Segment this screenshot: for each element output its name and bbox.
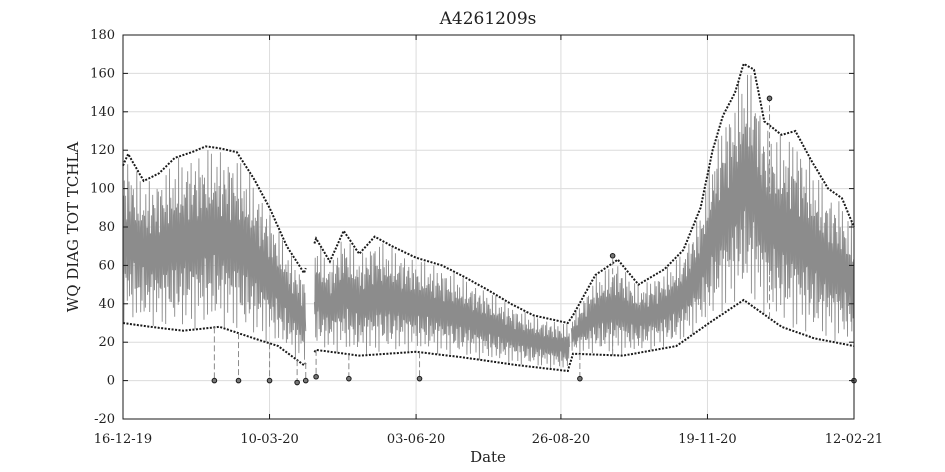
data-point	[609, 253, 616, 259]
data-point	[346, 375, 352, 382]
y-tick-label: 60	[98, 258, 115, 273]
y-tick-label: 180	[90, 28, 115, 43]
y-tick-label: -20	[94, 412, 115, 427]
chart-title: A4261209s	[439, 9, 537, 29]
y-tick-label: 20	[98, 335, 115, 350]
y-tick-label: 100	[90, 182, 115, 197]
x-tick-label: 16-12-19	[94, 432, 152, 447]
data-point	[235, 377, 242, 384]
data-point	[766, 95, 773, 102]
y-tick-label: 140	[90, 105, 115, 120]
y-tick-label: 160	[90, 66, 115, 81]
y-axis-label: WQ DIAG TOT TCHLA	[64, 142, 82, 313]
data-point	[302, 377, 309, 384]
y-tick-label: 0	[107, 374, 115, 389]
x-tick-label: 19-11-20	[678, 432, 736, 447]
data-point	[313, 373, 319, 380]
series-upper-markers	[122, 62, 855, 325]
x-ticks: 16-12-19 10-03-20 03-06-20 26-08-20 19-11-20…	[94, 35, 883, 447]
x-axis-label: Date	[470, 448, 506, 466]
data-point	[416, 375, 423, 382]
x-tick-label: 10-03-20	[240, 432, 298, 447]
data-point	[211, 377, 218, 384]
data-point	[577, 375, 583, 382]
data-point	[266, 377, 273, 384]
x-tick-label: 03-06-20	[387, 432, 445, 447]
series-line	[122, 62, 857, 386]
x-tick-label: 26-08-20	[532, 432, 590, 447]
y-tick-label: 40	[98, 297, 115, 312]
y-tick-label: 120	[90, 143, 115, 158]
series-trace	[122, 74, 855, 370]
x-tick-label: 12-02-21	[825, 432, 883, 447]
data-point	[294, 379, 300, 386]
y-ticks: -20 0 20 40 60 80 100 120 140 160 180	[90, 28, 854, 427]
y-tick-label: 80	[98, 220, 115, 235]
